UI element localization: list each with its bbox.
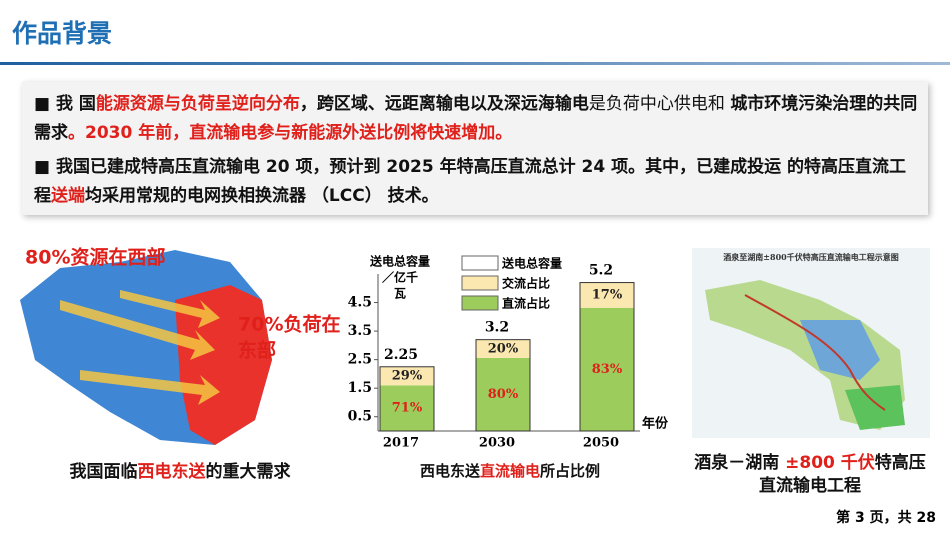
- legend-swatch: [461, 275, 499, 291]
- bar-ac: [580, 282, 634, 308]
- map-title: 酒泉至湖南±800千伏特高压直流输电工程示意图: [723, 252, 898, 262]
- y-tick-label: 2.5: [348, 352, 372, 368]
- map-label: 80%资源在西部: [25, 246, 165, 269]
- y-axis-label: 瓦: [394, 287, 406, 301]
- legend-label: 直流占比: [502, 296, 550, 311]
- y-tick-label: 3.5: [348, 323, 372, 339]
- text-run: 城市环境污染治理的共同需求: [34, 94, 918, 143]
- text-run: 送端: [51, 186, 85, 206]
- total-label: 3.2: [485, 320, 509, 336]
- ac-label: 20%: [488, 341, 519, 356]
- bar-ac: [476, 339, 530, 358]
- text-run: 是负荷中心供电和: [588, 94, 731, 114]
- bar-dc: [380, 385, 434, 431]
- text-run: 的重大需求: [205, 462, 291, 482]
- text-run: ■ 我国已建成特高压直流输电 20 项，预计到 2025 年特高压直流总计 24…: [34, 157, 907, 206]
- y-axis-label: ／亿千: [382, 270, 418, 285]
- caption: 酒泉－湖南 ±800 千伏特高压 直流输电工程: [690, 452, 930, 498]
- text-run: 我国面临: [69, 462, 138, 482]
- y-axis-label: 送电总容量: [369, 254, 430, 269]
- text-run: 能源资源与负荷呈逆向分布: [95, 94, 300, 114]
- legend-swatch: [461, 295, 499, 311]
- legend-swatch: [461, 255, 499, 271]
- text-run: 。2030 年前，直流输电参与新能源外送比例将快速增加。: [68, 123, 513, 143]
- ac-label: 17%: [592, 288, 623, 303]
- china-map: [20, 250, 272, 445]
- x-axis-label: 年份: [642, 416, 669, 432]
- page-number: 第 3 页，共 28: [836, 510, 936, 526]
- bar-dc: [580, 307, 634, 431]
- title-rule: [0, 62, 950, 65]
- y-tick-label: 0.5: [348, 409, 372, 425]
- dc-label: 83%: [592, 362, 623, 377]
- text-run: 特高压 直流输电工程: [759, 453, 926, 496]
- x-tick-label: 2030: [479, 436, 515, 451]
- ac-label: 29%: [392, 369, 423, 384]
- y-tick-label: 1.5: [348, 380, 372, 396]
- bullet: ■ 我 国能源资源与负荷呈逆向分布，跨区域、远距离输电以及深远海输电是负荷中心供…: [34, 90, 919, 148]
- route-map: [692, 248, 930, 438]
- text-run: 均采用常规的电网换相换流器 （LCC） 技术。: [85, 186, 439, 206]
- bar-total: [379, 366, 435, 432]
- bar-ac: [380, 366, 434, 386]
- bar-total: [579, 282, 635, 432]
- bar-total: [475, 339, 531, 432]
- legend-label: 交流占比: [502, 276, 550, 291]
- text-run: 西电东送: [419, 462, 480, 480]
- text-run: 酒泉－湖南: [694, 453, 786, 473]
- x-tick-label: 2017: [383, 436, 419, 451]
- map-label: 70%负荷在: [238, 313, 340, 336]
- total-label: 5.2: [589, 263, 613, 279]
- title: 作品背景: [12, 19, 113, 48]
- text-run: 所占比例: [540, 462, 601, 480]
- caption: 西电东送直流输电所占比例: [380, 460, 640, 481]
- legend-label: 送电总容量: [501, 256, 562, 271]
- dc-label: 80%: [488, 387, 519, 402]
- caption: 我国面临西电东送的重大需求: [30, 457, 330, 482]
- text-run: ±800 千伏: [785, 453, 875, 473]
- y-tick-label: 4.5: [348, 295, 372, 311]
- total-label: 2.25: [384, 347, 418, 363]
- bullet: ■ 我国已建成特高压直流输电 20 项，预计到 2025 年特高压直流总计 24…: [34, 153, 919, 211]
- bar-dc: [476, 357, 530, 431]
- map-label: 东部: [238, 339, 276, 362]
- text-box: [22, 82, 928, 215]
- text-run: 西电东送: [137, 462, 206, 482]
- dc-label: 71%: [392, 401, 423, 416]
- text-run: ，跨区域、远距离输电以及深远海输电: [299, 94, 589, 114]
- x-tick-label: 2050: [583, 436, 619, 451]
- text-run: ■ 我 国: [34, 94, 96, 114]
- text-run: 直流输电: [479, 462, 540, 480]
